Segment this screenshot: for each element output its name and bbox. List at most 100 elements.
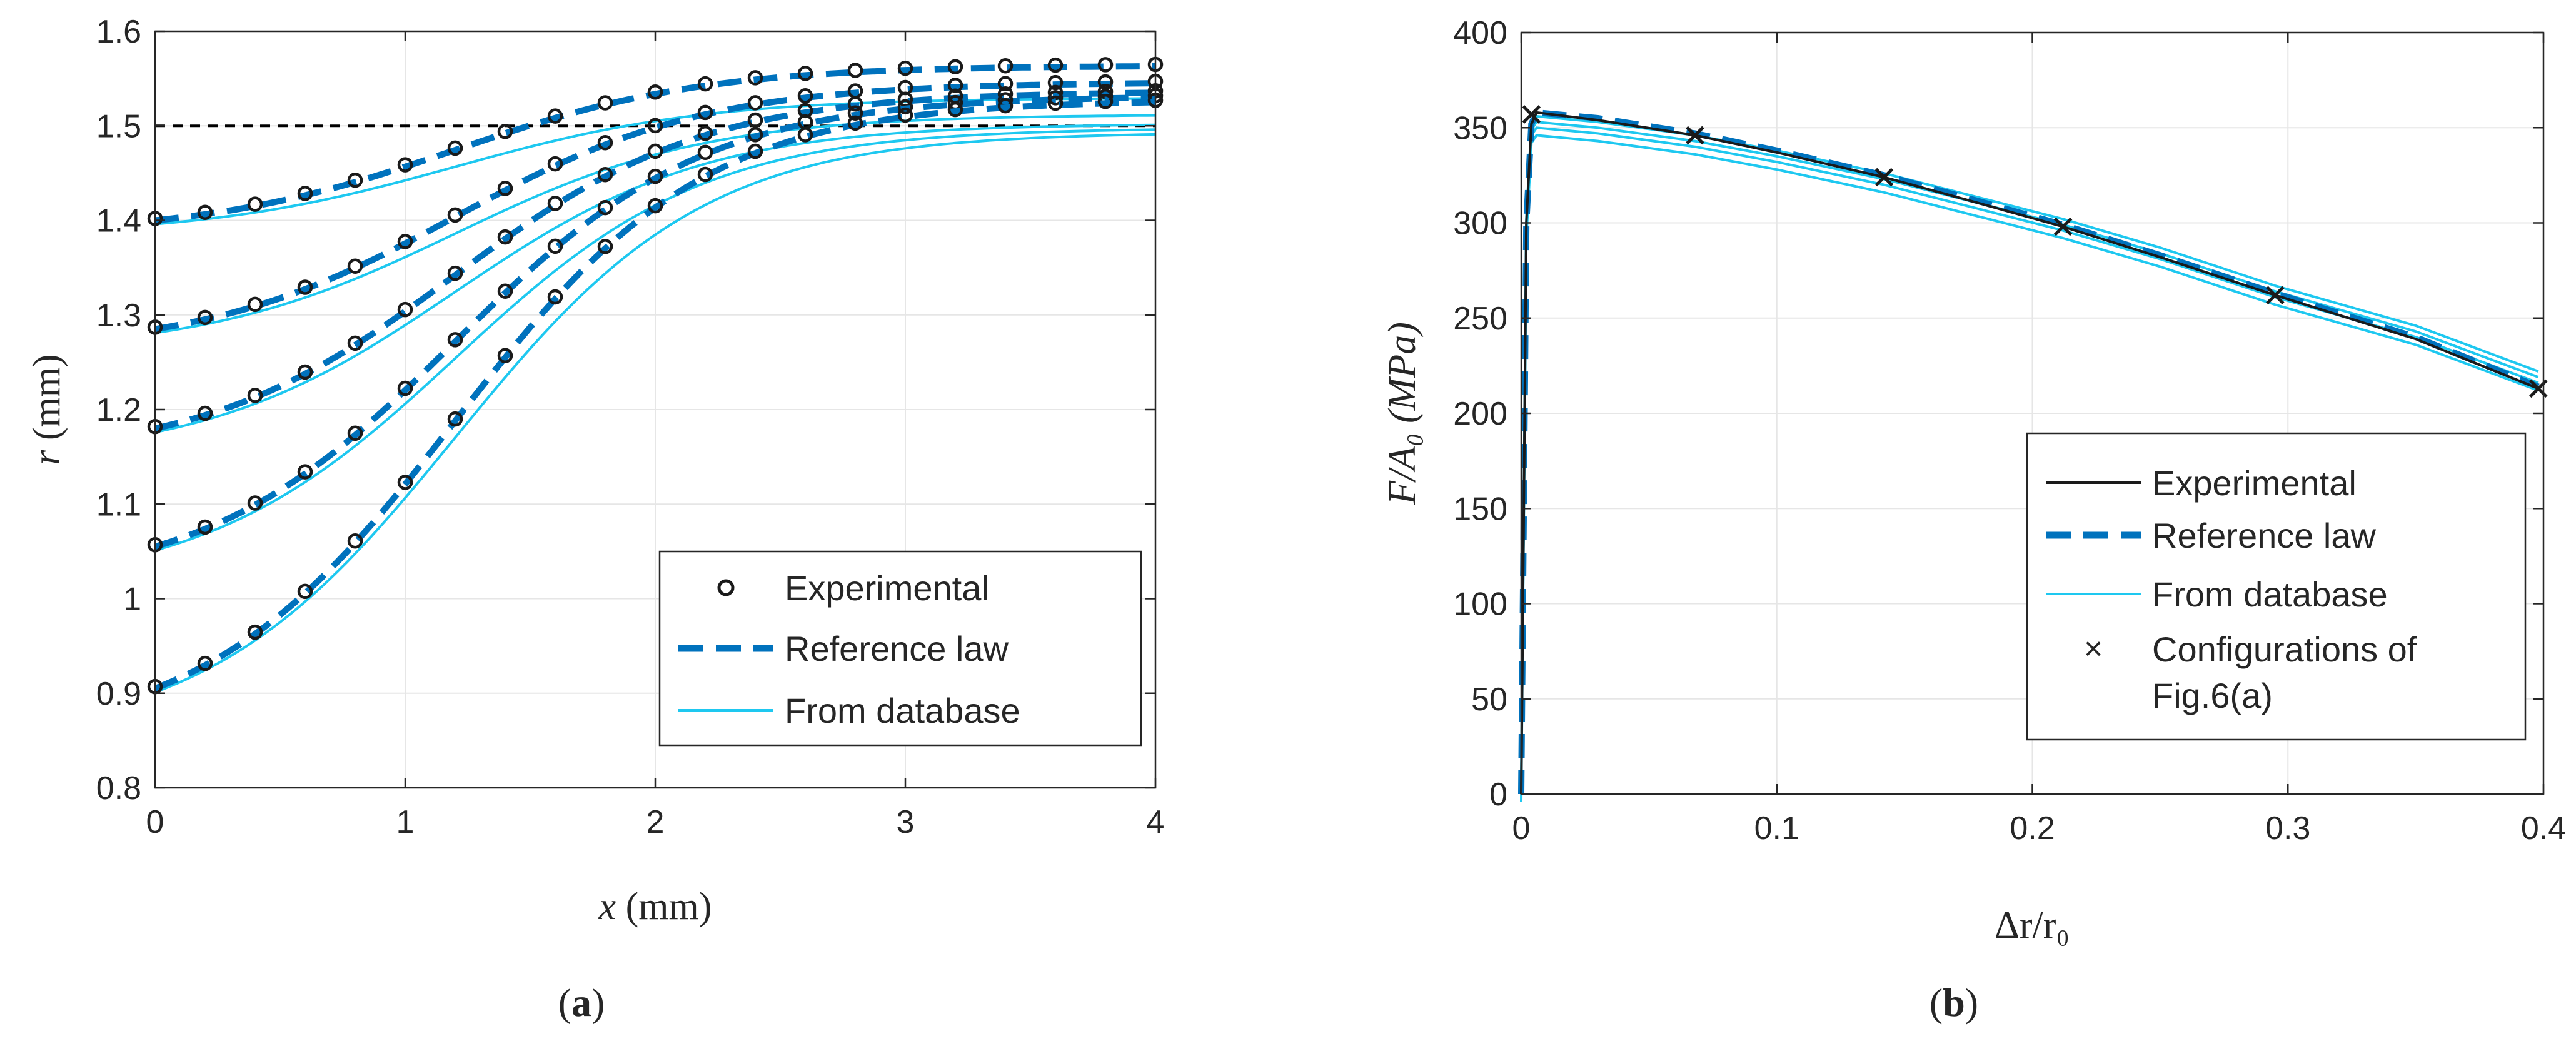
chart-b-legend-reference: Reference law (2152, 516, 2377, 555)
chart-a-experimental-point (497, 181, 513, 196)
chart-a-ytick-label: 0.9 (96, 676, 141, 712)
chart-a-experimental-point (597, 95, 613, 111)
chart-a-experimental-point (247, 388, 263, 403)
chart-a-ytick-label: 1.1 (96, 486, 141, 523)
chart-b-caption: (b) (1929, 980, 1978, 1025)
chart-a-ytick-label: 0.8 (96, 770, 141, 807)
chart-b-caption-close: ) (1965, 980, 1978, 1025)
chart-b-legend-configurations-line1: Configurations of (2152, 630, 2417, 669)
chart-a-experimental-point (747, 143, 763, 159)
chart-b-database-curve (1520, 134, 2539, 802)
chart-b-configuration-marker (2266, 286, 2285, 304)
chart-b-ticks: 0 0.1 0.2 0.3 0.4 0 50 100 150 200 250 300 350 400 (1453, 15, 2566, 847)
chart-a-reference-curve (154, 99, 1156, 691)
chart-b-configuration-marker-stroke (2053, 217, 2073, 236)
chart-b-xtick-label: 0.1 (1754, 810, 1799, 847)
chart-a-ytick-label: 1.6 (96, 14, 141, 50)
chart-a-ylabel-unit: (mm) (26, 354, 68, 450)
chart-a-curves (147, 56, 1164, 695)
chart-a-experimental-point (447, 140, 463, 156)
chart-a-ytick-label: 1 (123, 581, 141, 618)
chart-a-caption-letter: a (571, 980, 591, 1025)
chart-b-ylabel: F/A₀ (MPa) (1381, 322, 1424, 505)
chart-a-legend-experimental-marker (717, 579, 735, 596)
chart-b-configuration-marker-stroke (2266, 286, 2285, 304)
chart-a-experimental-point (297, 464, 313, 480)
chart-a-experimental-point (597, 166, 613, 183)
chart-a-ytick-label: 1.5 (96, 108, 141, 144)
chart-a-experimental-point (597, 199, 613, 216)
chart-b-legend-configurations-marker: × (2084, 631, 2103, 667)
chart-a-experimental-point (697, 125, 713, 141)
chart-a-experimental-point (1047, 90, 1064, 106)
chart-a-xtick-label: 0 (146, 804, 164, 840)
chart-a-database-curve (154, 133, 1156, 694)
chart-a-xlabel: x (mm) (598, 885, 712, 928)
chart-b-ytick-label: 400 (1453, 15, 1507, 51)
chart-b-ytick-label: 250 (1453, 301, 1507, 337)
chart-b-configuration-marker-stroke (1874, 168, 1894, 187)
chart-b-xtick-label: 0.4 (2521, 810, 2566, 847)
chart-a-experimental-point (747, 127, 763, 143)
chart-a-experimental-point (497, 348, 513, 364)
chart-a-xlabel-unit: (mm) (616, 885, 712, 928)
chart-a-xtick-label: 3 (897, 804, 915, 840)
chart-a-legend: Experimental Reference law From database (658, 550, 1142, 747)
chart-b-configuration-marker-stroke (1522, 105, 1541, 124)
chart-b-ytick-label: 300 (1453, 206, 1507, 242)
chart-b-curves (1518, 105, 2548, 802)
chart-a-experimental-point (547, 156, 563, 172)
chart-a-experimental-point (697, 76, 713, 92)
chart-a-xtick-label: 1 (396, 804, 415, 840)
chart-a-experimental-point (697, 166, 713, 183)
chart-a-experimental-point (297, 186, 313, 201)
chart-a-experimental-point (897, 60, 913, 76)
chart-a-experimental-point (547, 108, 563, 124)
chart-a-xtick-label: 2 (647, 804, 665, 840)
chart-b-xlabel: Δr/r₀ (1995, 904, 2070, 947)
chart-a-database-curve (154, 114, 1156, 334)
chart-a-caption-close: ) (591, 980, 605, 1025)
chart-a-legend-reference: Reference law (785, 629, 1009, 668)
chart-a-experimental-point (647, 168, 663, 184)
chart-a-experimental-point (247, 495, 263, 511)
chart-a-experimental-point (647, 84, 663, 100)
chart-a-ticks: 0 1 2 3 4 0.8 0.9 1 1.1 1.2 1.3 1.4 1.5 1.6 (96, 14, 1165, 840)
chart-a-reference-curve (154, 94, 1156, 550)
chart-a-experimental-point (397, 234, 413, 249)
chart-a-experimental-point (797, 66, 813, 81)
chart-a-experimental-point (297, 279, 313, 295)
chart-a-experimental-point (847, 105, 863, 121)
chart-a-experimental-point (1047, 57, 1064, 73)
chart-a-experimental-point (947, 59, 963, 75)
chart-a-caption-open: ( (558, 980, 571, 1025)
chart-a-experimental-point (897, 91, 913, 108)
chart-a-experimental-point (897, 99, 913, 115)
chart-b-legend-experimental: Experimental (2152, 463, 2357, 503)
chart-a-experimental-point (947, 101, 963, 118)
chart-a-experimental-point (247, 296, 263, 313)
chart-a-experimental-point (697, 104, 713, 121)
chart-a-experimental-point (1097, 94, 1114, 109)
chart-b-ytick-label: 100 (1453, 586, 1507, 623)
chart-a-experimental-point (397, 475, 413, 490)
chart-a-reference-curve (154, 63, 1155, 224)
chart-a-caption: (a) (558, 980, 605, 1025)
chart-b-configuration-marker (1522, 105, 1541, 124)
chart-a: 0 1 2 3 4 0.8 0.9 1 1.1 1.2 1.3 1.4 1.5 1.6 x (mm) r … (26, 14, 1164, 1025)
chart-b-experimental-curve (1520, 111, 2539, 795)
chart-a-ylabel: r (mm) (26, 354, 68, 465)
chart-a-experimental-point (597, 135, 613, 151)
chart-b-legend: Experimental Reference law From database… (2026, 432, 2527, 741)
chart-a-experimental-point (1097, 57, 1114, 73)
chart-b-legend-box (2026, 432, 2527, 741)
chart-b-legend-configurations-line2: Fig.6(a) (2152, 676, 2273, 715)
chart-a-experimental-point (397, 380, 413, 396)
chart-a-experimental-point (797, 88, 813, 104)
chart-a-experimental-point (647, 118, 663, 134)
chart-a-experimental-point (647, 143, 663, 159)
chart-a-experimental-point (1097, 74, 1114, 90)
chart-a-experimental-point (747, 70, 763, 86)
chart-a-experimental-point (547, 238, 563, 254)
